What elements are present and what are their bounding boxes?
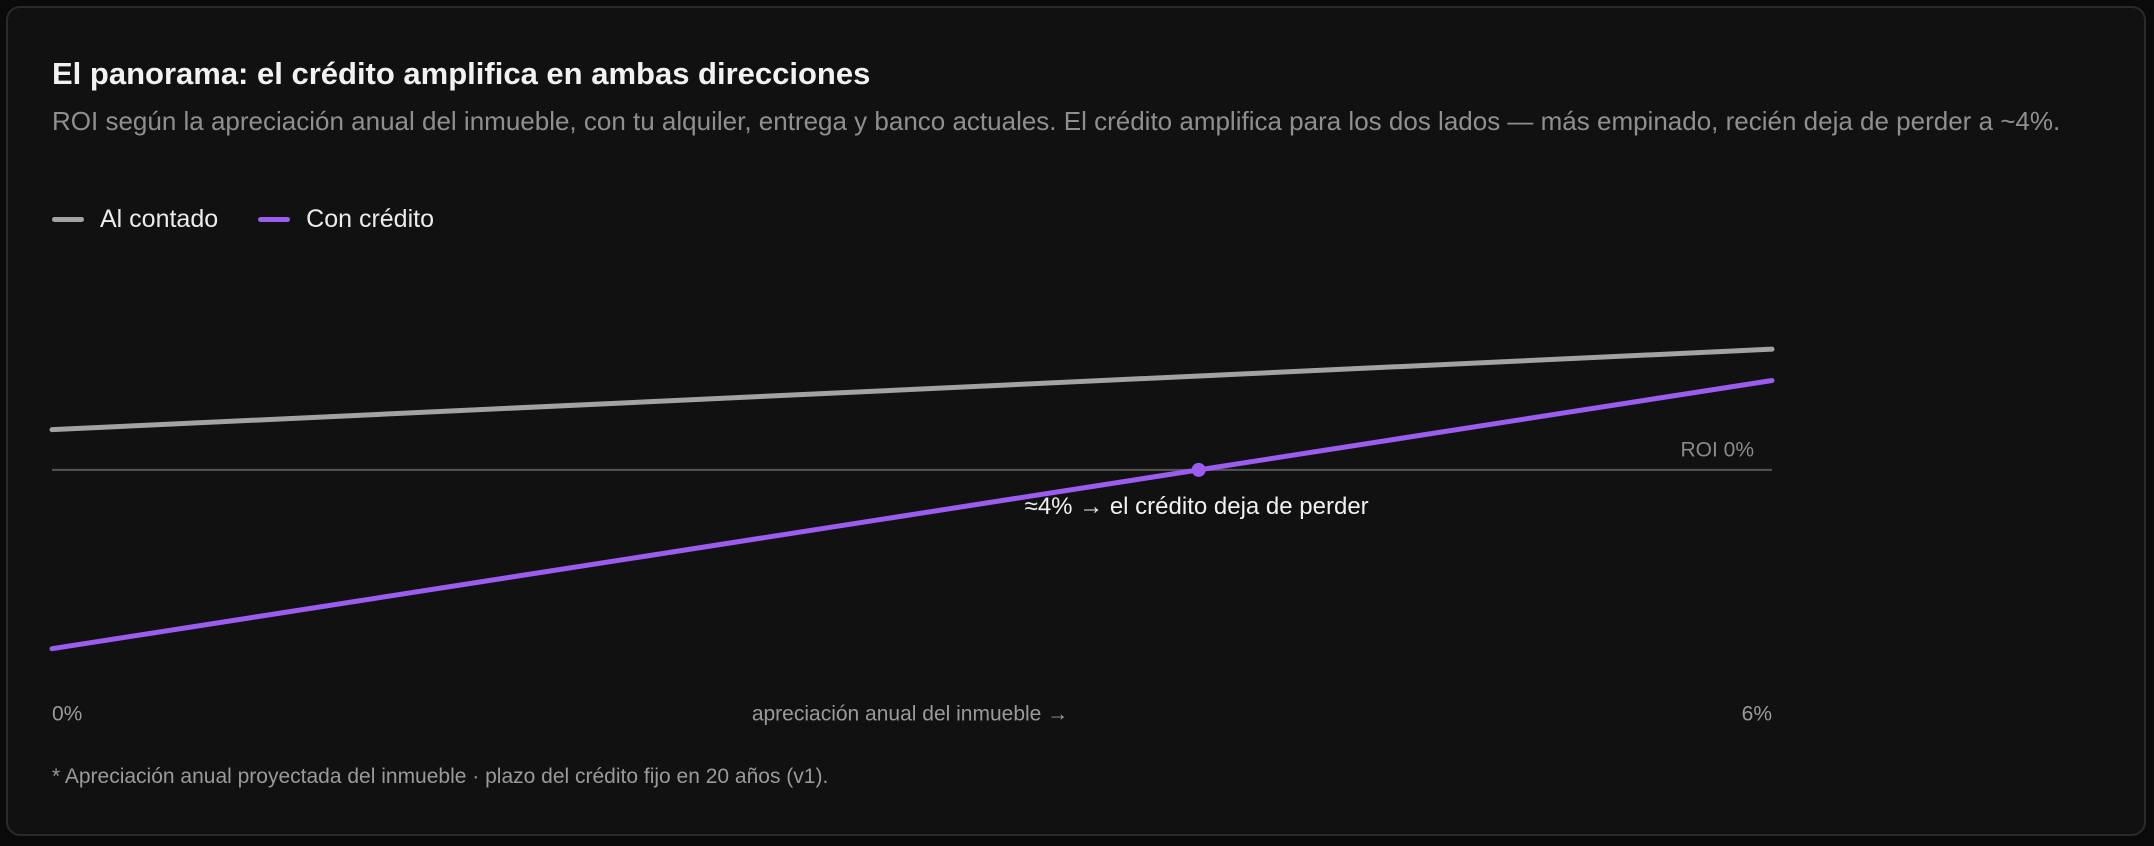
series-line — [49, 377, 1775, 652]
legend-label: Al contado — [100, 205, 219, 233]
legend: Al contado Con crédito — [52, 205, 434, 234]
chart-title: El panorama: el crédito amplifica en amb… — [52, 56, 871, 91]
footnote: * Apreciación anual proyectada del inmue… — [52, 765, 829, 788]
x-tick-label: 6% — [1742, 703, 1772, 726]
chart-subtitle: ROI según la apreciación anual del inmue… — [52, 106, 2061, 136]
chart-card — [6, 6, 2146, 836]
legend-swatch — [258, 217, 291, 222]
annotation-point — [1191, 462, 1206, 477]
series-line — [49, 346, 1775, 433]
annotation-label: ≈4% → el crédito deja de perder — [1025, 493, 1369, 520]
legend-swatch — [52, 217, 84, 222]
reference-label: ROI 0% — [1680, 438, 1754, 461]
legend-item: Al contado — [52, 205, 218, 234]
x-axis-label: apreciación anual del inmueble → — [752, 703, 1068, 726]
x-tick-label: 0% — [52, 703, 82, 726]
legend-label: Con crédito — [306, 205, 434, 233]
legend-item: Con crédito — [258, 205, 434, 234]
